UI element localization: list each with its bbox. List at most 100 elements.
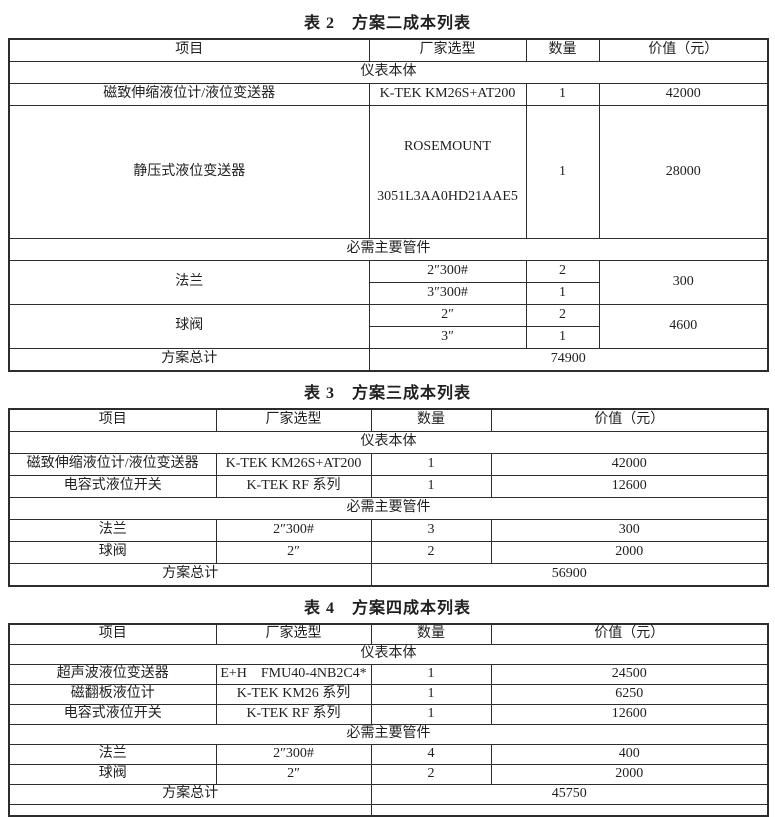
cell-qty: 2 xyxy=(370,764,492,786)
cell-qty: 1 xyxy=(525,83,600,106)
cell-empty xyxy=(8,804,372,817)
table-row: 法兰 2″300# 3 300 xyxy=(8,519,769,543)
cell-model: ROSEMOUNT 3051L3AA0HD21AAE5 xyxy=(368,104,527,240)
cell-qty: 3 xyxy=(370,519,492,543)
cell-qty: 4 xyxy=(370,744,492,766)
cell-value: 28000 xyxy=(598,104,769,240)
cell-value: 2000 xyxy=(490,764,769,786)
table4-scheme4-cost-table: 项目 厂家选型 数量 价值（元） 仪表本体 超声波液位变送器 E+H FMU40… xyxy=(8,623,769,817)
table-header-row: 项目 厂家选型 数量 价值（元） xyxy=(8,38,769,62)
cell-item: 磁致伸缩液位计/液位变送器 xyxy=(8,453,217,477)
column-header-model: 厂家选型 xyxy=(368,38,527,62)
column-header-model: 厂家选型 xyxy=(215,623,372,646)
table-row: 电容式液位开关 K-TEK RF 系列 1 12600 xyxy=(8,704,769,726)
cell-empty xyxy=(370,804,769,817)
table3-title: 表 3 方案三成本列表 xyxy=(303,385,471,403)
cell-value: 300 xyxy=(490,519,769,543)
cell-qty: 1 xyxy=(525,104,600,240)
column-header-model: 厂家选型 xyxy=(215,408,372,433)
cell-value: 4600 xyxy=(598,304,769,350)
cell-value: 42000 xyxy=(490,453,769,477)
cell-item: 超声波液位变送器 xyxy=(8,664,217,686)
total-label: 方案总计 xyxy=(8,784,372,806)
cell-spec: 3″ xyxy=(368,326,527,350)
cell-item: 磁致伸缩液位计/液位变送器 xyxy=(8,83,370,106)
cell-spec: 2″300# xyxy=(368,260,527,284)
section-row: 必需主要管件 xyxy=(8,497,769,521)
total-label: 方案总计 xyxy=(8,348,370,372)
cell-qty: 2 xyxy=(525,304,600,328)
cell-item: 磁翻板液位计 xyxy=(8,684,217,706)
cell-item: 法兰 xyxy=(8,260,370,306)
section-row: 必需主要管件 xyxy=(8,724,769,746)
total-value: 74900 xyxy=(368,348,769,372)
cell-model: K-TEK KM26S+AT200 xyxy=(368,83,527,106)
cell-qty: 1 xyxy=(370,704,492,726)
cell-spec: 2″300# xyxy=(215,744,372,766)
cell-model-line1: ROSEMOUNT xyxy=(403,139,492,155)
cell-model: E+H FMU40-4NB2C4* xyxy=(215,664,372,686)
clipped-partial-row xyxy=(8,804,769,817)
cell-spec: 2″ xyxy=(215,764,372,786)
column-header-value: 价值（元） xyxy=(598,38,769,62)
table-header-row: 项目 厂家选型 数量 价值（元） xyxy=(8,408,769,433)
table3-scheme3-cost-table: 项目 厂家选型 数量 价值（元） 仪表本体 磁致伸缩液位计/液位变送器 K-TE… xyxy=(8,408,769,588)
table-row: 球阀 2″ 2 2000 xyxy=(8,764,769,786)
total-row: 方案总计 74900 xyxy=(8,348,769,372)
section-row: 必需主要管件 xyxy=(8,238,769,262)
section-row: 仪表本体 xyxy=(8,431,769,455)
table-row: 电容式液位开关 K-TEK RF 系列 1 12600 xyxy=(8,475,769,499)
column-header-item: 项目 xyxy=(8,408,217,433)
section-label-fittings: 必需主要管件 xyxy=(8,497,769,521)
total-row: 方案总计 56900 xyxy=(8,563,769,587)
cell-value: 300 xyxy=(598,260,769,306)
cell-item: 电容式液位开关 xyxy=(8,704,217,726)
cell-item: 静压式液位变送器 xyxy=(8,104,370,240)
table-row: 超声波液位变送器 E+H FMU40-4NB2C4* 1 24500 xyxy=(8,664,769,686)
column-header-value: 价值（元） xyxy=(490,408,769,433)
section-row: 仪表本体 xyxy=(8,644,769,666)
cell-value: 6250 xyxy=(490,684,769,706)
cell-value: 24500 xyxy=(490,664,769,686)
cell-qty: 1 xyxy=(525,326,600,350)
section-label-instruments: 仪表本体 xyxy=(8,61,769,84)
table2-title: 表 2 方案二成本列表 xyxy=(303,15,471,32)
cell-model: K-TEK RF 系列 xyxy=(215,704,372,726)
table-row: 磁致伸缩液位计/液位变送器 K-TEK KM26S+AT200 1 42000 xyxy=(8,83,769,106)
cell-item: 球阀 xyxy=(8,541,217,565)
column-header-value: 价值（元） xyxy=(490,623,769,646)
section-label-instruments: 仪表本体 xyxy=(8,431,769,455)
total-row: 方案总计 45750 xyxy=(8,784,769,806)
table-row: 球阀 2″ 2 2000 xyxy=(8,541,769,565)
cell-value: 12600 xyxy=(490,475,769,499)
cell-qty: 1 xyxy=(370,475,492,499)
table-row: 球阀 2″ 2 4600 xyxy=(8,304,769,350)
column-header-qty: 数量 xyxy=(370,623,492,646)
column-header-qty: 数量 xyxy=(525,38,600,62)
cell-item: 法兰 xyxy=(8,519,217,543)
cell-model: K-TEK RF 系列 xyxy=(215,475,372,499)
cell-spec: 2″ xyxy=(215,541,372,565)
total-value: 56900 xyxy=(370,563,769,587)
cell-model: K-TEK KM26S+AT200 xyxy=(215,453,372,477)
cell-spec: 2″ xyxy=(368,304,527,328)
cell-item: 球阀 xyxy=(8,764,217,786)
section-label-fittings: 必需主要管件 xyxy=(8,724,769,746)
column-header-qty: 数量 xyxy=(370,408,492,433)
cell-value: 42000 xyxy=(598,83,769,106)
table-row: 法兰 2″300# 2 300 xyxy=(8,260,769,306)
cell-spec: 3″300# xyxy=(368,282,527,306)
cell-spec: 2″300# xyxy=(215,519,372,543)
table4-title: 表 4 方案四成本列表 xyxy=(303,600,471,618)
table2-scheme2-cost-table: 项目 厂家选型 数量 价值（元） 仪表本体 磁致伸缩液位计/液位变送器 K-TE… xyxy=(8,38,769,373)
cell-value: 400 xyxy=(490,744,769,766)
table-row: 磁致伸缩液位计/液位变送器 K-TEK KM26S+AT200 1 42000 xyxy=(8,453,769,477)
cell-value: 12600 xyxy=(490,704,769,726)
table-header-row: 项目 厂家选型 数量 价值（元） xyxy=(8,623,769,646)
table-row: 法兰 2″300# 4 400 xyxy=(8,744,769,766)
cell-qty: 1 xyxy=(370,453,492,477)
cell-value: 2000 xyxy=(490,541,769,565)
cell-item: 法兰 xyxy=(8,744,217,766)
cell-model-line2: 3051L3AA0HD21AAE5 xyxy=(377,188,518,204)
